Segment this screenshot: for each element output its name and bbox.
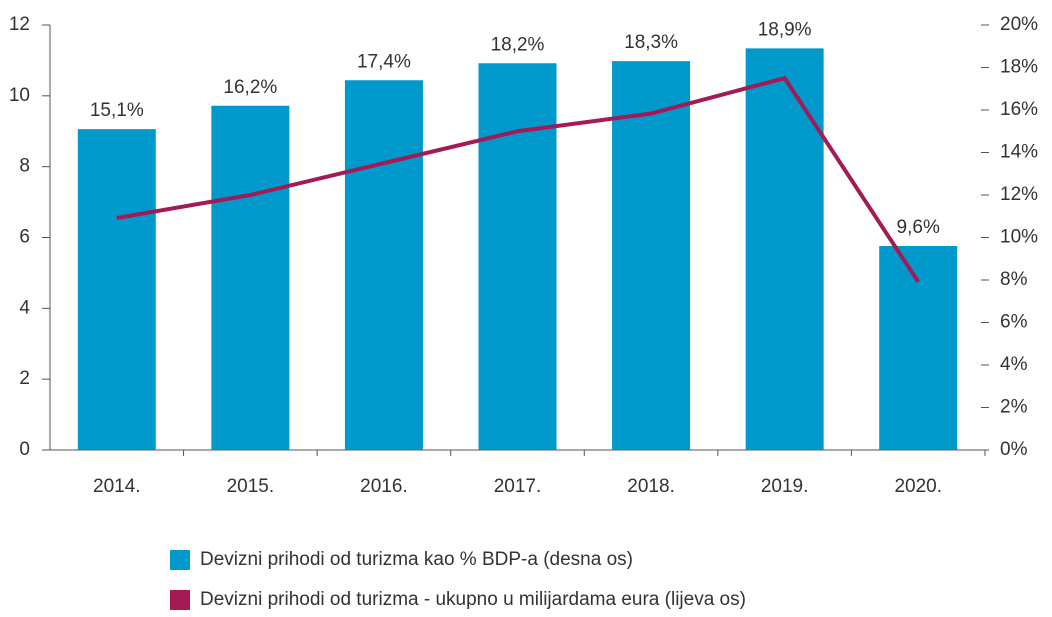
data-label: 17,4% (357, 51, 411, 72)
x-tick-label: 2015. (227, 476, 275, 497)
y2-tick-label: 18% (1000, 57, 1038, 78)
y2-tick-label: 10% (1000, 227, 1038, 248)
x-tick-label: 2020. (894, 476, 942, 497)
y2-tick-label: 20% (1000, 14, 1038, 35)
y2-tick-label: 12% (1000, 184, 1038, 205)
legend-swatch (170, 550, 190, 570)
y-tick-label: 12 (9, 14, 30, 35)
y-tick-label: 6 (19, 227, 30, 248)
bar (344, 80, 423, 450)
x-tick-label: 2019. (761, 476, 809, 497)
data-label: 18,2% (491, 34, 545, 55)
bar (745, 48, 824, 450)
legend-swatch (170, 590, 190, 610)
bar (478, 63, 557, 450)
legend-label: Devizni prihodi od turizma - ukupno u mi… (200, 589, 746, 610)
y-tick-label: 0 (19, 439, 30, 460)
y2-tick-label: 8% (1000, 269, 1028, 290)
x-tick-label: 2014. (93, 476, 141, 497)
bar (77, 129, 156, 450)
x-tick-label: 2017. (494, 476, 542, 497)
y-tick-label: 2 (19, 368, 30, 389)
y-tick-label: 4 (19, 297, 30, 318)
x-tick-label: 2018. (627, 476, 675, 497)
line (116, 76, 920, 283)
y2-tick-label: 0% (1000, 439, 1028, 460)
y2-tick-label: 16% (1000, 99, 1038, 120)
y2-tick-label: 6% (1000, 312, 1028, 333)
y2-tick-label: 2% (1000, 397, 1028, 418)
legend-label: Devizni prihodi od turizma kao % BDP-a (… (200, 549, 633, 570)
y-tick-label: 10 (9, 85, 30, 106)
bar (211, 105, 290, 450)
data-label: 18,3% (624, 32, 678, 53)
bar (879, 246, 958, 450)
x-tick-label: 2016. (360, 476, 408, 497)
data-label: 18,9% (758, 19, 812, 40)
bar (612, 61, 691, 450)
y-tick-label: 8 (19, 156, 30, 177)
data-label: 16,2% (223, 77, 277, 98)
data-label: 9,6% (897, 217, 940, 238)
y2-tick-label: 14% (1000, 142, 1038, 163)
data-label: 15,1% (90, 100, 144, 121)
y2-tick-label: 4% (1000, 354, 1028, 375)
